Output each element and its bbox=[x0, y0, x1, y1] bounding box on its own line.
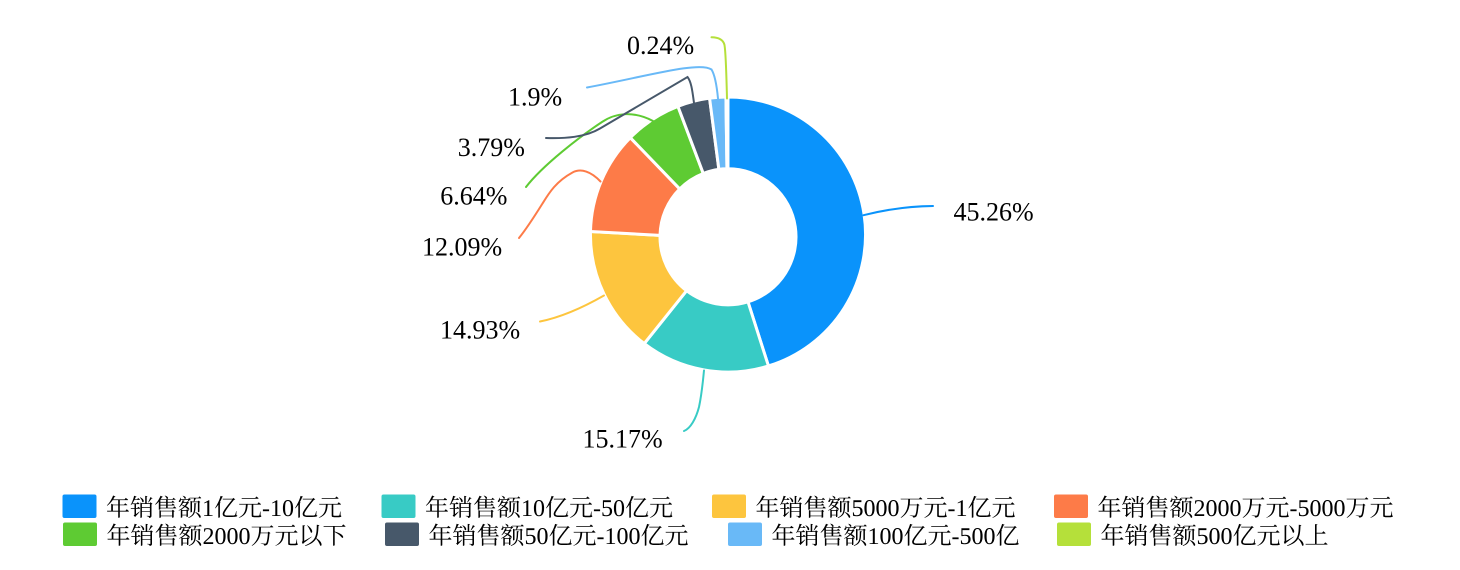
svg-text:6.64%: 6.64% bbox=[440, 182, 507, 211]
svg-text:1.9%: 1.9% bbox=[508, 83, 562, 112]
svg-text:12.09%: 12.09% bbox=[422, 232, 502, 261]
svg-text:3.79%: 3.79% bbox=[458, 133, 525, 162]
svg-text:14.93%: 14.93% bbox=[440, 316, 520, 345]
svg-text:0.24%: 0.24% bbox=[627, 31, 694, 60]
svg-text:15.17%: 15.17% bbox=[583, 425, 663, 454]
svg-text:45.26%: 45.26% bbox=[954, 197, 1034, 226]
